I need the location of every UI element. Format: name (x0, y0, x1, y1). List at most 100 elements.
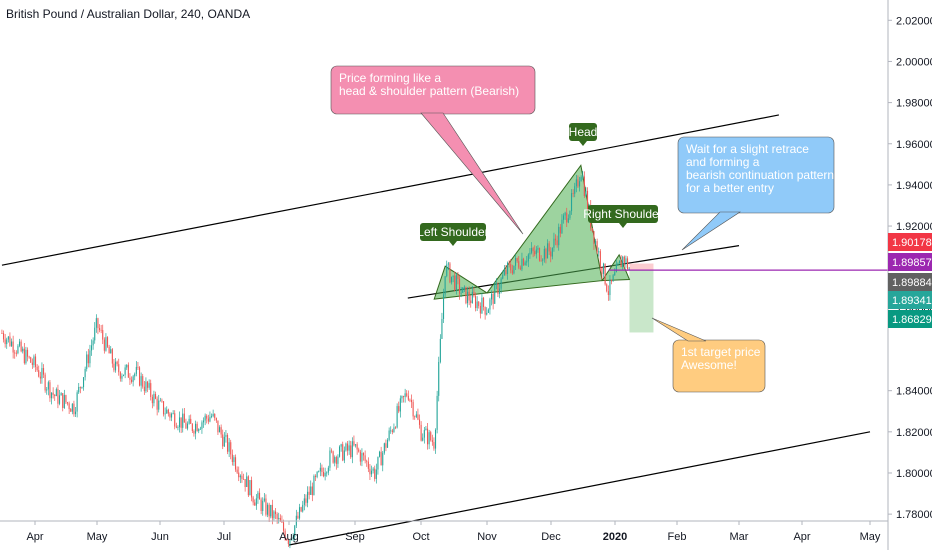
candle-body (70, 409, 72, 412)
candle-body (1, 333, 3, 334)
candle-body (60, 393, 62, 396)
candle-body (554, 238, 557, 241)
candle-body (406, 393, 408, 396)
candle-body (81, 387, 83, 388)
candle-body (510, 264, 512, 271)
candle-body (118, 364, 120, 373)
candle-body (273, 511, 275, 519)
candle-body (265, 498, 267, 515)
candle-body (606, 284, 608, 292)
candle-body (534, 251, 536, 255)
candle-body (186, 423, 189, 429)
candle-body (567, 218, 569, 223)
candle-body (54, 394, 56, 397)
callout-target-box (672, 339, 766, 393)
candle-body (438, 361, 440, 396)
candle-body (217, 420, 219, 433)
candle-body (498, 288, 501, 294)
candle-body (502, 275, 504, 279)
candle-body (380, 451, 382, 466)
candle-body (119, 372, 121, 379)
candle-body (12, 341, 14, 353)
candle-body (471, 291, 473, 304)
candle-body (495, 283, 497, 285)
candle-body (222, 434, 224, 447)
candle-body (388, 430, 390, 440)
candle-body (156, 398, 158, 410)
candle-body (82, 377, 85, 388)
trendline-lower-channel[interactable] (288, 431, 871, 546)
candle-body (468, 291, 470, 301)
callout-wait-retrace-box (677, 136, 835, 214)
candle-body (10, 341, 13, 346)
x-tick-label: Aug (279, 531, 299, 543)
candle-body (386, 439, 389, 448)
candle-body (401, 396, 403, 399)
candle-body (583, 176, 585, 196)
x-tick-label: Sep (345, 531, 365, 543)
candle-body (252, 497, 254, 503)
candle-body (143, 386, 145, 392)
candle-body (238, 472, 240, 478)
candle-body (142, 376, 144, 387)
candle-body (98, 328, 101, 330)
candle-body (188, 418, 190, 424)
candle-body (137, 366, 139, 368)
candle-body (268, 504, 270, 517)
candle-body (194, 423, 197, 434)
candle-body (412, 402, 414, 417)
candle-body (58, 395, 61, 404)
candle-body (511, 270, 513, 274)
candle-body (356, 444, 358, 450)
candle-body (420, 424, 422, 441)
candle-body (594, 241, 597, 244)
candle-body (362, 453, 365, 456)
candle-body (556, 240, 558, 246)
candle-body (370, 470, 373, 475)
callout-head-shoulders-line: head & shoulder pattern (Bearish) (339, 84, 519, 98)
candle-body (39, 376, 41, 379)
callout-target-line: 1st target price (681, 345, 761, 359)
candle-body (426, 428, 429, 445)
candle-body (505, 269, 507, 275)
candle-body (398, 406, 400, 412)
candle-body (228, 442, 230, 452)
candle-body (161, 400, 163, 402)
candle-body (578, 181, 581, 187)
candle-body (2, 333, 5, 340)
trendline-upper-channel[interactable] (1, 114, 780, 266)
price-tag: 1.89341 (888, 291, 932, 309)
candle-body (327, 467, 329, 473)
candle-body (447, 263, 449, 265)
price-tag-box (888, 253, 932, 271)
candle-body (551, 247, 553, 257)
x-tick-label: Jul (217, 531, 231, 543)
candle-body (234, 457, 237, 470)
candle-body (135, 366, 137, 374)
candle-body (38, 370, 40, 377)
candle-body (262, 500, 264, 511)
candle-body (111, 349, 113, 364)
candle-body (399, 398, 401, 412)
candle-body (138, 367, 141, 386)
candle-body (167, 409, 169, 414)
candle-body (129, 377, 131, 380)
price-tag-value: 1.90178 (892, 237, 932, 249)
candle-body (441, 318, 443, 339)
chart-title: British Pound / Australian Dollar, 240, … (6, 7, 251, 21)
candle-body (465, 286, 467, 304)
candle-body (577, 179, 579, 187)
candle-body (68, 403, 70, 410)
candle-body (196, 423, 198, 432)
candle-body (223, 436, 225, 447)
price-tag-value: 1.89884 (892, 277, 932, 289)
candle-body (6, 339, 8, 345)
candle-body (610, 279, 613, 282)
candle-body (337, 456, 339, 464)
price-tag-box (888, 291, 932, 309)
x-tick-label: Oct (412, 531, 429, 543)
